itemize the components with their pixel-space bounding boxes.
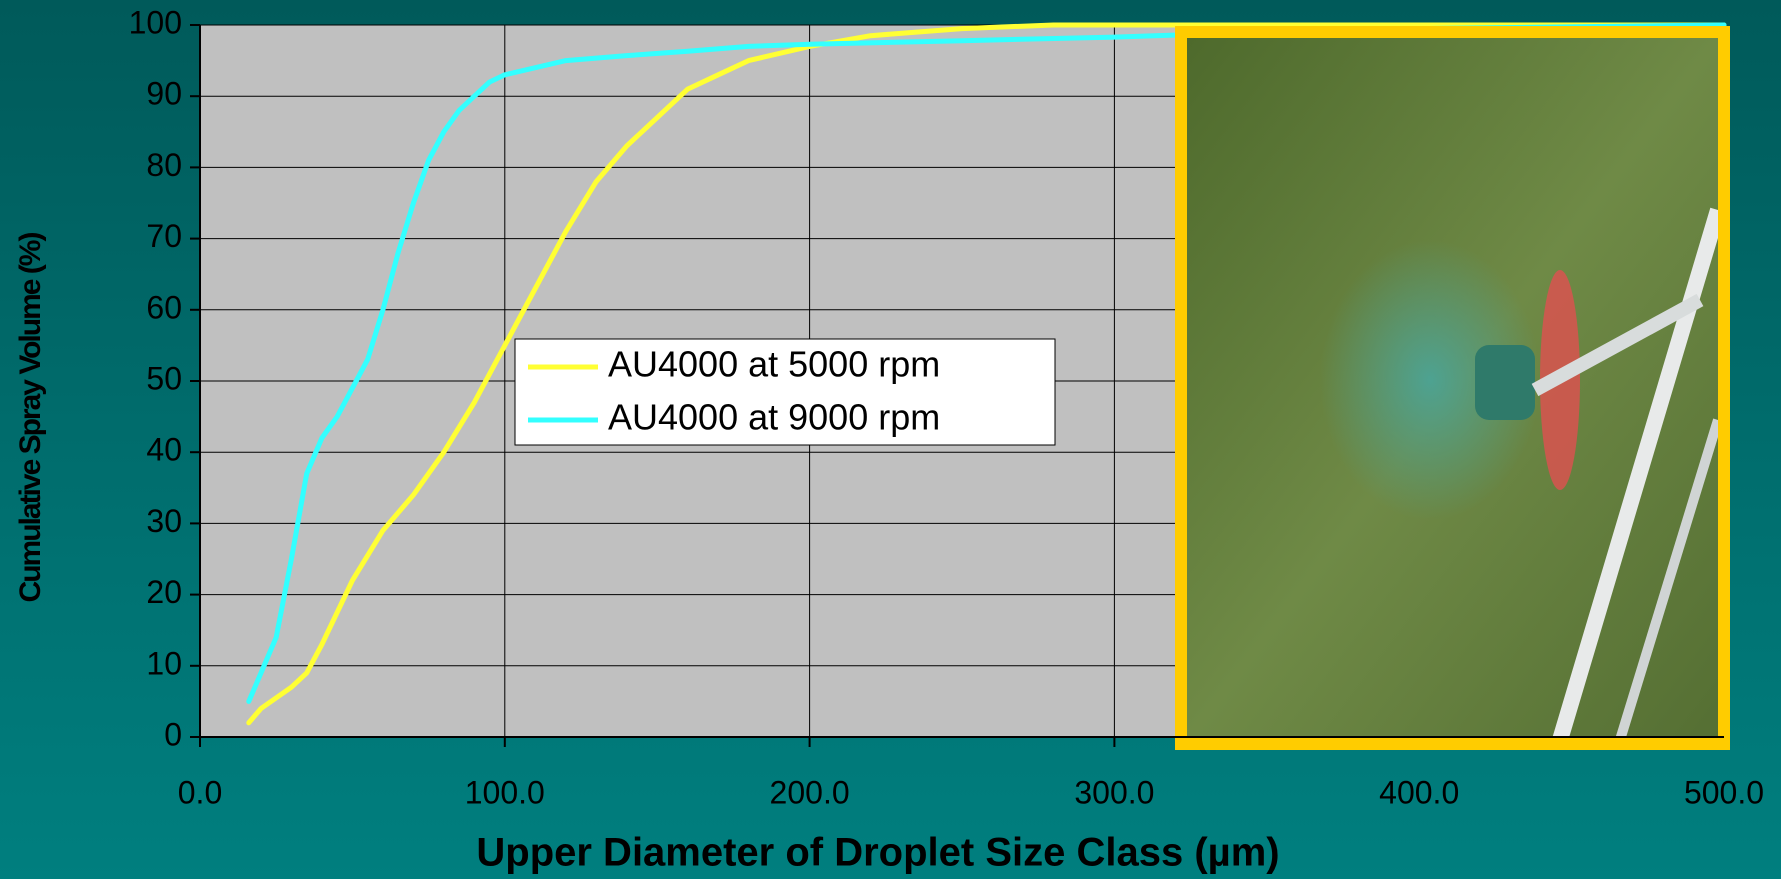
chart: AU4000 at 5000 rpm AU4000 at 9000 rpm Upp… [0, 0, 1781, 879]
x-tick-label: 200.0 [770, 774, 850, 810]
x-axis-title: Upper Diameter of Droplet Size Class (µm… [476, 831, 1279, 875]
y-axis-title: Cumulative Spray Volume (%) [14, 233, 47, 603]
y-tick-label: 10 [146, 645, 182, 681]
y-tick-label: 30 [146, 503, 182, 539]
y-tick-label: 60 [146, 289, 182, 325]
photo-inset [1181, 32, 1724, 744]
x-tick-label: 500.0 [1684, 774, 1764, 810]
y-tick-label: 40 [146, 432, 182, 468]
atomiser [1475, 345, 1535, 420]
x-tick-label: 100.0 [465, 774, 545, 810]
x-tick-label: 400.0 [1379, 774, 1459, 810]
y-tick-label: 100 [129, 4, 182, 40]
y-tick-label: 90 [146, 76, 182, 112]
y-tick-label: 50 [146, 360, 182, 396]
y-tick-label: 20 [146, 574, 182, 610]
y-tick-label: 80 [146, 147, 182, 183]
legend-label: AU4000 at 5000 rpm [608, 344, 940, 385]
y-tick-label: 0 [164, 716, 182, 752]
x-tick-label: 0.0 [178, 774, 222, 810]
legend-label: AU4000 at 9000 rpm [608, 397, 940, 438]
page: AU4000 at 5000 rpm AU4000 at 9000 rpm Upp… [0, 0, 1781, 879]
x-tick-label: 300.0 [1074, 774, 1154, 810]
y-tick-label: 70 [146, 218, 182, 254]
